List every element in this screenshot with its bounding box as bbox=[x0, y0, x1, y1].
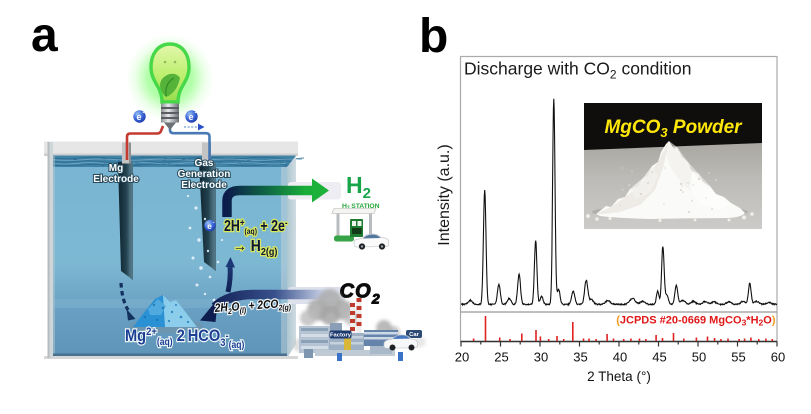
svg-text:25: 25 bbox=[494, 350, 508, 365]
svg-text:45: 45 bbox=[652, 350, 666, 365]
svg-text:2 Theta (°): 2 Theta (°) bbox=[587, 369, 651, 384]
svg-text:-: - bbox=[213, 220, 215, 226]
svg-text:Gas: Gas bbox=[195, 158, 214, 169]
svg-text:Discharge with CO2 condition: Discharge with CO2 condition bbox=[464, 59, 692, 82]
svg-text:35: 35 bbox=[573, 350, 587, 365]
svg-text:Intensity (a.u.): Intensity (a.u.) bbox=[436, 144, 453, 245]
svg-text:e: e bbox=[136, 112, 141, 122]
svg-text:H2: H2 bbox=[346, 172, 371, 202]
svg-text:b: b bbox=[419, 10, 448, 63]
svg-text:Mg: Mg bbox=[109, 163, 123, 174]
svg-text:e: e bbox=[207, 221, 212, 231]
svg-text:-: - bbox=[195, 111, 197, 117]
svg-text:-: - bbox=[143, 111, 145, 117]
svg-text:(JCPDS #20-0669 MgCO3*H2O): (JCPDS #20-0669 MgCO3*H2O) bbox=[616, 315, 776, 328]
svg-text:Factory: Factory bbox=[330, 333, 352, 339]
svg-text:50: 50 bbox=[692, 350, 706, 365]
svg-text:MgCO3 Powder: MgCO3 Powder bbox=[604, 117, 743, 140]
svg-text:Generation: Generation bbox=[178, 169, 231, 180]
svg-text:a: a bbox=[31, 9, 58, 62]
svg-text:2H+(aq) + 2e-: 2H+(aq) + 2e- bbox=[224, 217, 288, 237]
svg-text:20: 20 bbox=[455, 350, 469, 365]
svg-text:30: 30 bbox=[534, 350, 548, 365]
svg-text:55: 55 bbox=[731, 350, 745, 365]
svg-text:Electrode: Electrode bbox=[181, 180, 227, 191]
svg-text:e: e bbox=[188, 112, 193, 122]
svg-text:40: 40 bbox=[613, 350, 627, 365]
svg-text:60: 60 bbox=[771, 350, 785, 365]
svg-text:Electrode: Electrode bbox=[93, 174, 139, 185]
svg-text:Car: Car bbox=[409, 332, 419, 338]
